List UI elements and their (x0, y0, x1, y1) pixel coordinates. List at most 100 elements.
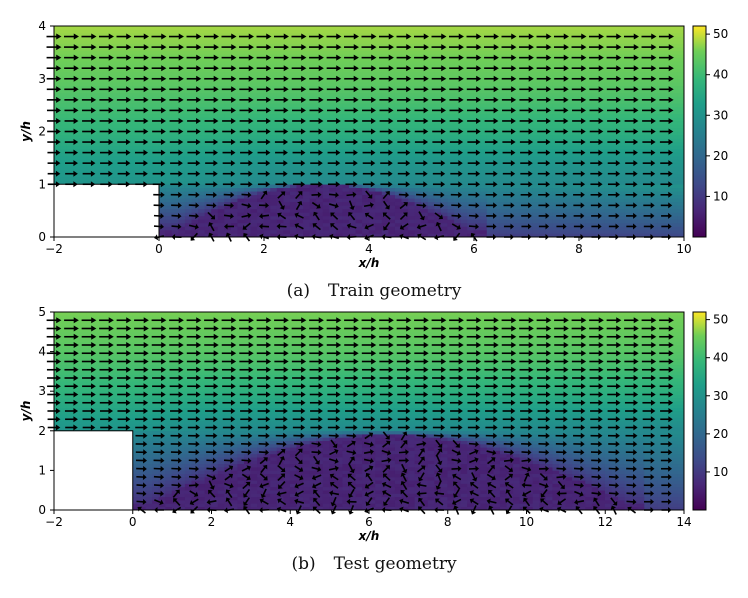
heatmap-cell (480, 50, 487, 54)
heatmap-cell (434, 29, 441, 33)
heatmap-cell (520, 71, 527, 75)
heatmap-cell (356, 135, 363, 139)
heatmap-cell (474, 124, 481, 128)
heatmap-cell (480, 103, 487, 107)
heatmap-cell (579, 61, 586, 65)
heatmap-cell (87, 135, 94, 139)
heatmap-cell (402, 177, 409, 181)
heatmap-cell (264, 135, 271, 139)
heatmap-cell (231, 187, 238, 191)
heatmap-cell (106, 166, 113, 170)
heatmap-cell (237, 177, 244, 181)
heatmap-cell (264, 82, 271, 86)
heatmap-cell (454, 209, 461, 213)
heatmap-cell (100, 40, 107, 44)
heatmap-cell (526, 50, 533, 54)
heatmap-cell (185, 209, 192, 213)
heatmap-cell (231, 230, 238, 234)
heatmap-cell (270, 93, 277, 97)
heatmap-cell (67, 166, 74, 170)
heatmap-cell (119, 156, 126, 160)
heatmap-cell (441, 50, 448, 54)
heatmap-cell (172, 40, 179, 44)
heatmap-cell (100, 145, 107, 149)
heatmap-cell (566, 156, 573, 160)
heatmap-cell (388, 93, 395, 97)
heatmap-cell (264, 198, 271, 202)
heatmap-cell (559, 61, 566, 65)
heatmap-cell (500, 230, 507, 234)
heatmap-cell (323, 29, 330, 33)
heatmap-cell (224, 187, 231, 191)
heatmap-cell (198, 230, 205, 234)
heatmap-cell (211, 93, 218, 97)
heatmap-cell (237, 93, 244, 97)
heatmap-cell (428, 135, 435, 139)
heatmap-cell (264, 219, 271, 223)
heatmap-cell (185, 219, 192, 223)
heatmap-cell (526, 114, 533, 118)
heatmap-cell (264, 166, 271, 170)
heatmap-cell (87, 156, 94, 160)
heatmap-cell (342, 198, 349, 202)
heatmap-cell (500, 219, 507, 223)
heatmap-cell (119, 103, 126, 107)
heatmap-cell (579, 177, 586, 181)
heatmap-cell (402, 166, 409, 170)
heatmap-cell (474, 61, 481, 65)
heatmap-cell (375, 223, 382, 227)
heatmap-cell (93, 145, 100, 149)
heatmap-cell (198, 205, 205, 209)
heatmap-cell (192, 82, 199, 86)
heatmap-cell (572, 50, 579, 54)
heatmap-cell (533, 71, 540, 75)
heatmap-cell (447, 124, 454, 128)
heatmap-cell (533, 156, 540, 160)
heatmap-cell (119, 61, 126, 65)
heatmap-cell (178, 156, 185, 160)
heatmap-cell (369, 114, 376, 118)
heatmap-cell (172, 209, 179, 213)
heatmap-cell (67, 40, 74, 44)
heatmap-cell (585, 114, 592, 118)
heatmap-cell (546, 93, 553, 97)
heatmap-cell (592, 135, 599, 139)
heatmap-cell (73, 156, 80, 160)
heatmap-cell (329, 230, 336, 234)
heatmap-cell (533, 124, 540, 128)
heatmap-cell (467, 71, 474, 75)
heatmap-cell (421, 166, 428, 170)
heatmap-cell (441, 198, 448, 202)
heatmap-cell (362, 71, 369, 75)
heatmap-cell (454, 40, 461, 44)
heatmap-cell (552, 166, 559, 170)
heatmap-cell (415, 198, 422, 202)
heatmap-cell (539, 114, 546, 118)
heatmap-cell (356, 71, 363, 75)
heatmap-cell (533, 135, 540, 139)
heatmap-cell (231, 29, 238, 33)
heatmap-cell (388, 187, 395, 191)
heatmap-cell (132, 71, 139, 75)
heatmap-cell (192, 29, 199, 33)
heatmap-cell (572, 61, 579, 65)
heatmap-cell (73, 40, 80, 44)
heatmap-cell (552, 198, 559, 202)
heatmap-cell (113, 156, 120, 160)
heatmap-cell (146, 50, 153, 54)
heatmap-cell (218, 212, 225, 216)
heatmap-cell (185, 124, 192, 128)
heatmap-cell (598, 219, 605, 223)
heatmap-cell (585, 93, 592, 97)
heatmap-cell (237, 82, 244, 86)
heatmap-cell (382, 82, 389, 86)
heatmap-cell (152, 103, 159, 107)
heatmap-cell (447, 226, 454, 230)
heatmap-cell (533, 209, 540, 213)
heatmap-cell (139, 71, 146, 75)
heatmap-cell (546, 61, 553, 65)
heatmap-cell (251, 50, 258, 54)
heatmap-cell (474, 93, 481, 97)
heatmap-cell (441, 223, 448, 227)
heatmap-cell (434, 187, 441, 191)
